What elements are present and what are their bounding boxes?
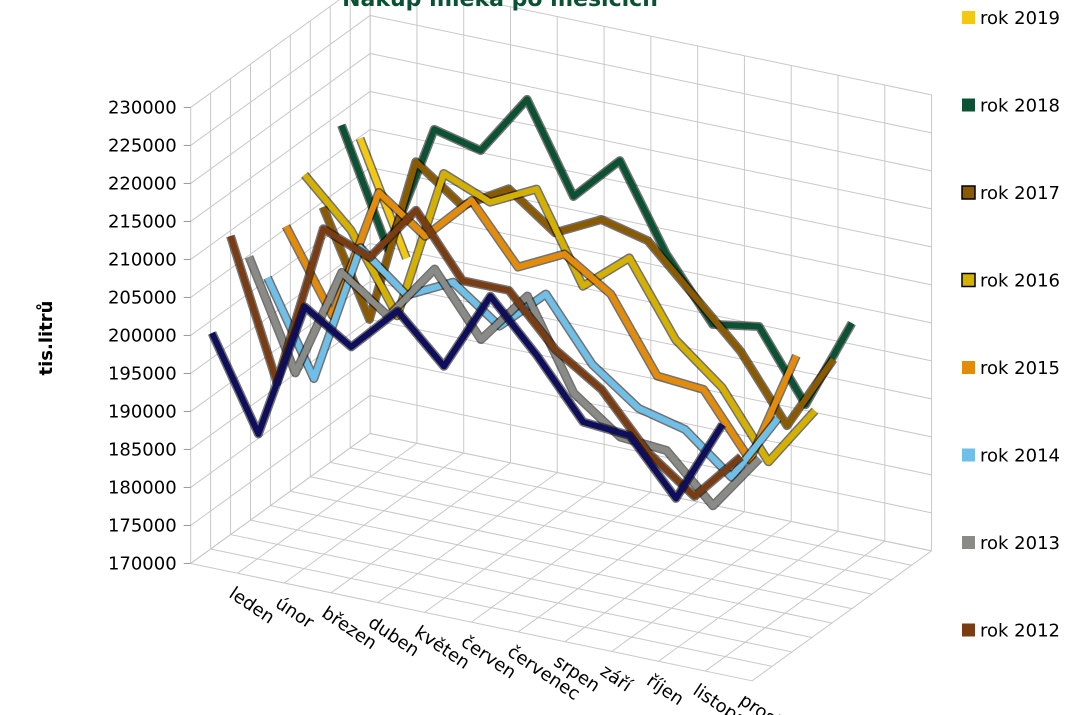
gridline-horizontal: [190, 394, 932, 526]
gridline-floor: [658, 530, 839, 662]
legend-label: rok 2016: [980, 271, 1060, 292]
chart-title: Nákup mléka po měsících: [342, 0, 658, 12]
legend-swatch: [962, 11, 975, 24]
gridline-floor: [270, 505, 832, 624]
gridline-floor: [310, 476, 872, 595]
series-line: [227, 207, 743, 500]
x-tick-label: únor: [271, 593, 317, 634]
gridline-floor: [370, 432, 932, 552]
legend-label: rok 2015: [980, 358, 1060, 379]
series-line: [320, 158, 836, 429]
legend-label: rok 2017: [980, 183, 1060, 204]
gridline-floor: [237, 442, 418, 574]
y-axis-label: tis.litrů: [35, 301, 57, 376]
legend-label: rok 2012: [980, 621, 1060, 642]
gridline-floor: [210, 548, 773, 667]
y-tick-label: 175000: [108, 515, 177, 536]
series-line: [209, 293, 725, 502]
legend-label: rok 2013: [980, 533, 1060, 554]
gridline-floor: [330, 461, 892, 581]
gridline-floor: [190, 562, 753, 682]
gridline-floor: [190, 433, 371, 564]
y-tick-label: 210000: [108, 249, 177, 270]
gridline-floor: [330, 462, 511, 594]
gridline-floor: [471, 491, 652, 623]
gridline-floor: [564, 511, 745, 643]
legend: rok 2019 rok 2018 rok 2017 rok 2016 rok 2015…: [961, 8, 1060, 642]
grid: [190, 0, 933, 682]
gridline-floor: [377, 472, 558, 603]
gridline-floor: [611, 521, 792, 652]
y-tick-label: 215000: [108, 211, 177, 232]
gridline-floor: [705, 540, 886, 672]
legend-label: rok 2014: [980, 446, 1060, 467]
y-tick-label: 190000: [108, 401, 177, 422]
y-tick-label: 205000: [108, 287, 177, 308]
y-tick-label: 185000: [108, 439, 177, 460]
legend-swatch: [962, 361, 975, 374]
gridline-floor: [424, 481, 605, 613]
y-tick-label: 220000: [108, 173, 177, 194]
gridline-floor: [230, 534, 793, 653]
y-axis-ticks: 170000 175000 180000 185000 190000 195000 2000…: [108, 97, 191, 574]
y-tick-label: 200000: [108, 325, 177, 346]
y-tick-label: 195000: [108, 363, 177, 384]
y-tick-label: 230000: [108, 97, 177, 118]
legend-swatch: [961, 185, 976, 200]
series-line: [283, 189, 800, 463]
x-tick-label: září: [596, 661, 636, 697]
series-line: [302, 170, 818, 465]
legend-swatch: [962, 98, 975, 112]
gridline-horizontal: [190, 14, 932, 146]
legend-swatch: [962, 623, 975, 637]
series-line: [338, 96, 855, 408]
x-tick-label: říjen: [643, 670, 688, 710]
legend-swatch: [962, 536, 975, 549]
legend-swatch: [961, 272, 976, 288]
gridline-floor: [350, 447, 912, 566]
gridline-floor: [283, 452, 464, 584]
legend-label: rok 2019: [980, 8, 1060, 29]
gridline-floor: [751, 550, 932, 682]
legend-swatch: [962, 448, 975, 462]
gridline-floor: [290, 490, 852, 610]
x-tick-label: prosinec: [735, 690, 810, 715]
gridline-horizontal: [190, 0, 932, 108]
series-group: [207, 94, 856, 511]
y-tick-label: 170000: [108, 553, 177, 574]
y-tick-label: 225000: [108, 135, 177, 156]
gridline-horizontal: [190, 90, 932, 222]
legend-label: rok 2018: [980, 96, 1060, 117]
gridline-floor: [250, 519, 813, 638]
gridline-floor: [517, 501, 698, 633]
x-tick-label: leden: [225, 583, 278, 628]
y-tick-label: 180000: [108, 477, 177, 498]
